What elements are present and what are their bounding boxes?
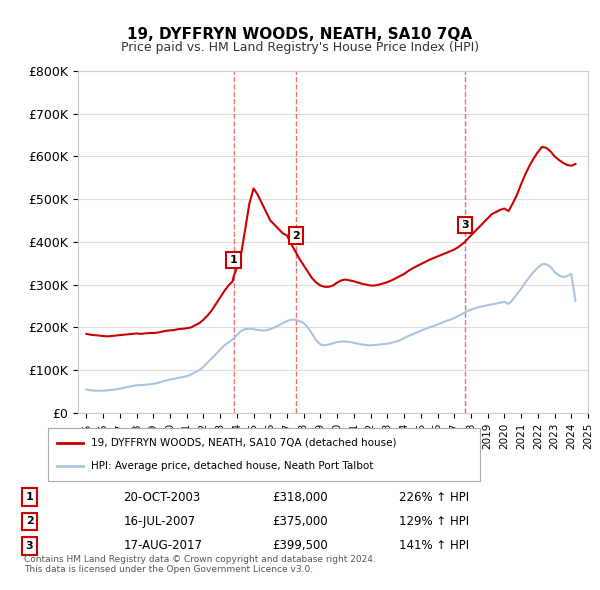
Text: 1: 1 — [26, 492, 34, 502]
Text: £375,000: £375,000 — [272, 515, 328, 528]
Text: 1: 1 — [230, 255, 238, 265]
Text: 19, DYFFRYN WOODS, NEATH, SA10 7QA: 19, DYFFRYN WOODS, NEATH, SA10 7QA — [127, 27, 473, 41]
Text: HPI: Average price, detached house, Neath Port Talbot: HPI: Average price, detached house, Neat… — [91, 461, 374, 471]
Text: 3: 3 — [26, 541, 34, 550]
Text: 2: 2 — [26, 516, 34, 526]
Text: 16-JUL-2007: 16-JUL-2007 — [124, 515, 196, 528]
Text: 17-AUG-2017: 17-AUG-2017 — [124, 539, 202, 552]
Text: £399,500: £399,500 — [272, 539, 328, 552]
Text: 129% ↑ HPI: 129% ↑ HPI — [400, 515, 469, 528]
Text: 20-OCT-2003: 20-OCT-2003 — [124, 490, 200, 504]
Text: 3: 3 — [461, 220, 469, 230]
Text: This data is licensed under the Open Government Licence v3.0.: This data is licensed under the Open Gov… — [24, 565, 313, 574]
Text: Price paid vs. HM Land Registry's House Price Index (HPI): Price paid vs. HM Land Registry's House … — [121, 41, 479, 54]
Text: 2: 2 — [292, 231, 300, 241]
Text: 19, DYFFRYN WOODS, NEATH, SA10 7QA (detached house): 19, DYFFRYN WOODS, NEATH, SA10 7QA (deta… — [91, 438, 397, 448]
Text: Contains HM Land Registry data © Crown copyright and database right 2024.: Contains HM Land Registry data © Crown c… — [24, 555, 376, 563]
Text: £318,000: £318,000 — [272, 490, 328, 504]
Text: 226% ↑ HPI: 226% ↑ HPI — [400, 490, 469, 504]
Text: 141% ↑ HPI: 141% ↑ HPI — [400, 539, 469, 552]
